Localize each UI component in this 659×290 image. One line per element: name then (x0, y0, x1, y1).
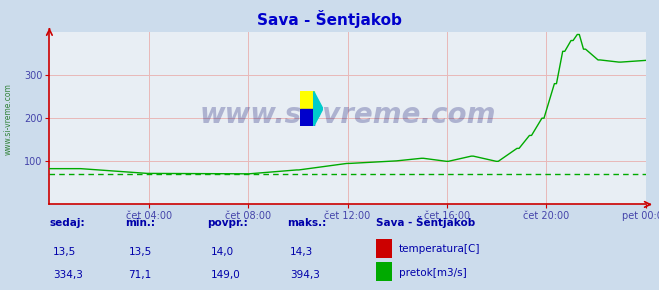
Text: pretok[m3/s]: pretok[m3/s] (399, 268, 467, 278)
Text: www.si-vreme.com: www.si-vreme.com (200, 101, 496, 129)
Text: 394,3: 394,3 (290, 270, 320, 280)
Text: 334,3: 334,3 (53, 270, 82, 280)
Text: www.si-vreme.com: www.si-vreme.com (3, 83, 13, 155)
Text: maks.:: maks.: (287, 218, 326, 228)
Text: 13,5: 13,5 (129, 247, 152, 257)
Text: min.:: min.: (125, 218, 156, 228)
Text: temperatura[C]: temperatura[C] (399, 244, 480, 254)
Polygon shape (314, 91, 323, 126)
Text: sedaj:: sedaj: (49, 218, 85, 228)
Bar (300, 109, 314, 126)
Text: 149,0: 149,0 (211, 270, 241, 280)
Text: 13,5: 13,5 (53, 247, 76, 257)
Text: 71,1: 71,1 (129, 270, 152, 280)
Text: 14,0: 14,0 (211, 247, 234, 257)
Bar (300, 91, 314, 109)
Text: Sava - Šentjakob: Sava - Šentjakob (376, 216, 475, 228)
Text: 14,3: 14,3 (290, 247, 313, 257)
Text: Sava - Šentjakob: Sava - Šentjakob (257, 10, 402, 28)
Text: povpr.:: povpr.: (208, 218, 248, 228)
